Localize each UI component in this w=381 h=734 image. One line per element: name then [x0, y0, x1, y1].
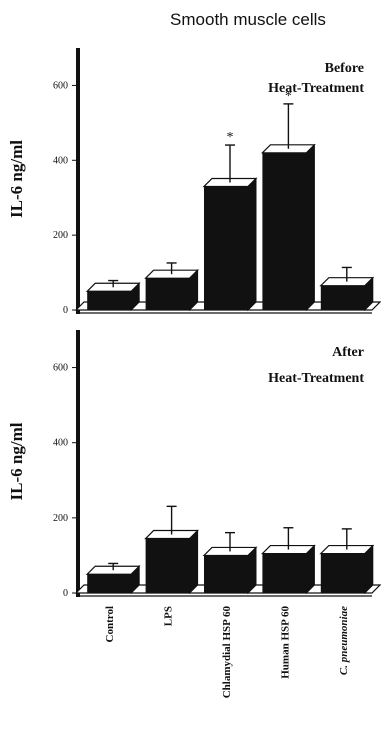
- y-tick-label: 200: [53, 230, 68, 241]
- y-tick-label: 0: [63, 588, 68, 599]
- panel-before-heat-treatment: 0 200 400 600 IL-6 ng/ml Before Heat-Treatment…: [7, 48, 381, 316]
- y-tick-label: 600: [53, 80, 68, 91]
- panel-label: Before: [325, 61, 364, 76]
- figure-title: Smooth muscle cells: [170, 10, 326, 29]
- bar: [319, 266, 375, 312]
- bar-front: [320, 553, 365, 593]
- bar-front: [145, 538, 190, 593]
- bar: [319, 528, 375, 595]
- category-labels: Control LPS Chlamydial HSP 60 Human HSP 60 C…: [104, 606, 350, 699]
- bar-side: [189, 529, 199, 595]
- y-tick-label: 400: [53, 155, 68, 166]
- bar: *: [260, 89, 316, 312]
- bar-front: [87, 291, 132, 310]
- category-label: LPS: [163, 606, 175, 626]
- panel-label: Heat-Treatment: [268, 371, 364, 386]
- y-axis-label: IL-6 ng/ml: [7, 140, 26, 218]
- y-tick-label: 600: [53, 363, 68, 374]
- bar-front: [87, 574, 132, 593]
- category-label: Control: [104, 606, 116, 642]
- bar-front: [204, 555, 248, 593]
- bar: [85, 562, 141, 595]
- category-label: C. pneumoniae: [338, 606, 350, 675]
- panel-label: After: [332, 345, 364, 360]
- bar-side: [305, 143, 315, 312]
- y-axis-wall: [76, 330, 80, 597]
- bar-front: [262, 152, 307, 310]
- bar-side: [247, 177, 257, 312]
- bar: [144, 262, 200, 312]
- bar-front: [145, 278, 190, 310]
- y-tick-label: 200: [53, 513, 68, 524]
- significance-marker: *: [227, 130, 234, 145]
- category-label: Human HSP 60: [279, 606, 291, 679]
- bar: [144, 505, 200, 595]
- y-tick-label: 0: [63, 305, 68, 316]
- bar-front: [262, 553, 307, 593]
- bar: [202, 531, 258, 595]
- bar: *: [202, 130, 258, 312]
- category-label: Chlamydial HSP 60: [221, 606, 233, 699]
- y-axis-wall: [76, 48, 80, 314]
- bar-front: [320, 285, 365, 310]
- panel-after-heat-treatment: 0 200 400 600 IL-6 ng/ml After Heat-Treatment: [7, 330, 381, 599]
- panel-label: Heat-Treatment: [268, 81, 364, 96]
- bar-front: [204, 186, 248, 310]
- y-axis-label: IL-6 ng/ml: [7, 422, 26, 500]
- bar: [260, 527, 316, 595]
- significance-marker: *: [285, 89, 292, 104]
- bar: [85, 279, 141, 312]
- y-tick-label: 400: [53, 438, 68, 449]
